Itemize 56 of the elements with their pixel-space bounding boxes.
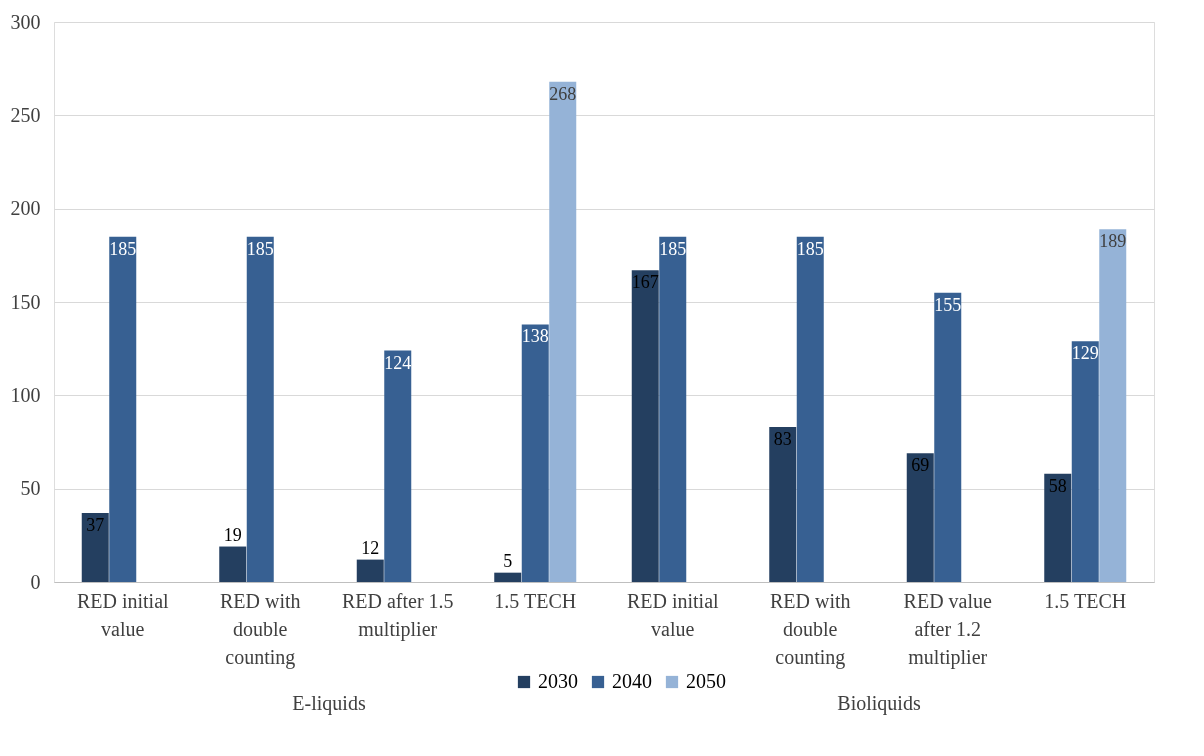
y-tick-label: 100: [10, 383, 41, 406]
data-label: 83: [773, 429, 792, 450]
data-label: 58: [1048, 475, 1067, 496]
bar: [549, 81, 577, 582]
bar: [769, 427, 797, 582]
x-tick-label: RED with double counting: [769, 590, 851, 669]
y-tick-label: 150: [10, 290, 41, 313]
bar: [494, 572, 522, 582]
bar: [356, 559, 384, 582]
data-label: 268: [549, 83, 577, 104]
bar: [384, 350, 412, 582]
x-tick-label: 1.5 TECH: [1044, 590, 1127, 612]
legend-label: 2030: [538, 670, 578, 692]
bar: [906, 453, 934, 582]
data-label: 185: [659, 238, 687, 259]
bar: [659, 236, 687, 582]
x-tick-label: RED initial value: [76, 590, 170, 640]
data-label: 189: [1099, 231, 1127, 252]
bar: [1071, 341, 1099, 582]
legend-label: 2040: [612, 670, 652, 692]
data-label: 12: [361, 537, 380, 558]
y-tick-label: 200: [10, 197, 41, 220]
data-label: 167: [631, 272, 659, 293]
bar: [81, 512, 109, 582]
data-label: 69: [911, 455, 930, 476]
data-label: 138: [521, 326, 549, 347]
bar: [246, 236, 274, 582]
y-tick-label: 300: [10, 10, 41, 33]
bar: [1044, 473, 1072, 582]
data-label: 37: [86, 514, 105, 535]
x-tick-label: RED value after 1.2 multiplier: [903, 590, 993, 669]
data-label: 124: [384, 352, 412, 373]
bar: [109, 236, 137, 582]
bar: [1099, 229, 1127, 582]
data-label: 185: [246, 238, 274, 259]
x-tick-label: 1.5 TECH: [494, 590, 577, 612]
data-label: 19: [223, 524, 242, 545]
bar: [934, 292, 962, 582]
x-tick-label: RED initial value: [626, 590, 720, 640]
y-tick-label: 250: [10, 103, 41, 126]
bar: [796, 236, 824, 582]
y-tick-label: 50: [20, 477, 41, 500]
text: Bioliquids: [837, 692, 921, 715]
data-label: 185: [796, 238, 824, 259]
x-tick-label: RED with double counting: [219, 590, 301, 669]
data-label: 185: [109, 238, 137, 259]
y-tick-label: 0: [30, 570, 41, 593]
text: E-liquids: [292, 692, 366, 715]
x-tick-label: RED after 1.5 multiplier: [341, 590, 454, 641]
data-label: 155: [934, 294, 962, 315]
bar: [631, 270, 659, 582]
bar: [219, 546, 247, 582]
data-label: 5: [503, 550, 513, 571]
data-label: 129: [1071, 343, 1099, 364]
bar: [521, 324, 549, 582]
legend-label: 2050: [686, 670, 726, 692]
